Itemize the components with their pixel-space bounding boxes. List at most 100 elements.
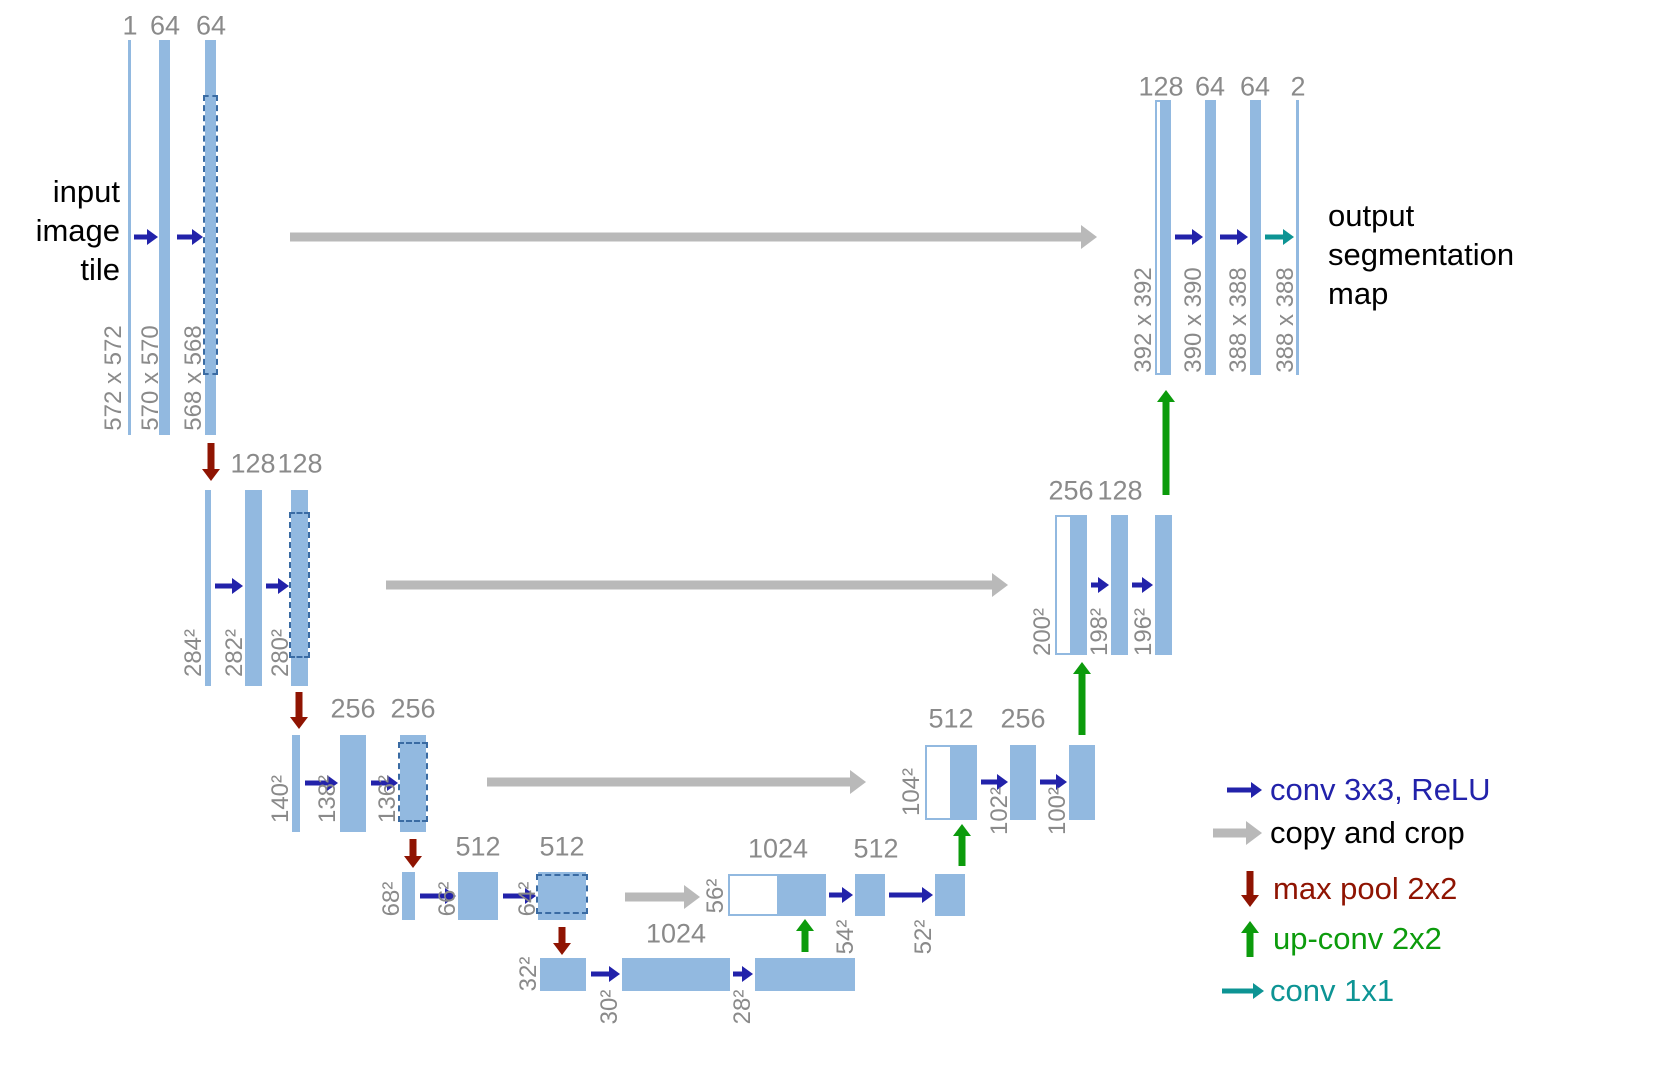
feature-size-label: 56² bbox=[702, 878, 729, 914]
enc1-feature-map-1 bbox=[128, 40, 131, 435]
crop-region-outline bbox=[398, 742, 428, 822]
enc1-feature-map-2 bbox=[159, 40, 170, 435]
pool-arrow bbox=[290, 692, 308, 729]
feature-size-label: 52² bbox=[910, 919, 937, 955]
dec4-feature-map-2 bbox=[855, 874, 885, 916]
dec2-feature-map-2 bbox=[1111, 515, 1128, 655]
crop-region-outline bbox=[536, 874, 588, 914]
channel-count-label: 128 bbox=[1138, 71, 1184, 102]
feature-size-label: 390 x 390 bbox=[1180, 267, 1207, 373]
conv-arrow bbox=[829, 887, 853, 903]
conv-arrow bbox=[134, 229, 158, 245]
conv-arrow bbox=[215, 578, 243, 594]
feature-size-label: 30² bbox=[596, 989, 623, 1025]
upconv-half-fill bbox=[1070, 516, 1086, 654]
enc3-feature-map-2 bbox=[340, 735, 366, 832]
upconv-arrow bbox=[1157, 390, 1175, 495]
channel-count-label: 2 bbox=[1290, 71, 1306, 102]
enc4-feature-map-2 bbox=[458, 872, 498, 920]
channel-count-label: 256 bbox=[1048, 475, 1094, 506]
dec1-feature-map-2 bbox=[1205, 100, 1216, 375]
channel-count-label: 256 bbox=[1000, 703, 1046, 734]
feature-size-label: 54² bbox=[832, 919, 859, 955]
input-image-tile-label: input image tile bbox=[20, 172, 120, 289]
pool-arrow bbox=[553, 927, 571, 955]
enc2-feature-map-3 bbox=[289, 490, 310, 686]
bottleneck-feature-map-2 bbox=[622, 958, 730, 991]
output-map-bar bbox=[1296, 100, 1299, 375]
upconv-half-fill bbox=[1160, 101, 1170, 374]
feature-size-label: 28² bbox=[729, 989, 756, 1025]
copy-arrow bbox=[487, 770, 866, 794]
feature-size-label: 104² bbox=[898, 767, 925, 817]
feature-size-label: 198² bbox=[1086, 607, 1113, 657]
channel-count-label: 128 bbox=[277, 448, 323, 479]
conv-arrow bbox=[733, 966, 753, 982]
pool-arrow bbox=[202, 443, 220, 481]
bottleneck-feature-map-1 bbox=[540, 958, 586, 991]
feature-size-label: 100² bbox=[1044, 786, 1071, 836]
feature-size-label: 282² bbox=[221, 628, 248, 678]
upconv-half-fill bbox=[777, 875, 825, 915]
feature-size-label: 200² bbox=[1029, 607, 1056, 657]
enc4-feature-map-1 bbox=[402, 872, 415, 920]
feature-size-label: 196² bbox=[1130, 607, 1157, 657]
conv-arrow bbox=[1091, 577, 1109, 593]
conv-arrow bbox=[1132, 577, 1153, 593]
feature-size-label: 140² bbox=[267, 774, 294, 824]
conv-arrow bbox=[305, 775, 338, 791]
upconv-arrow bbox=[1241, 921, 1259, 957]
upconv-arrow bbox=[796, 919, 814, 952]
legend-conv3x3-label: conv 3x3, ReLU bbox=[1270, 772, 1491, 807]
dec2-feature-map-3 bbox=[1155, 515, 1172, 655]
conv1x1-arrow bbox=[1265, 229, 1294, 245]
conv-arrow bbox=[1220, 229, 1248, 245]
channel-count-label: 512 bbox=[928, 703, 974, 734]
feature-size-label: 68² bbox=[378, 881, 405, 917]
output-label-line: map bbox=[1328, 276, 1389, 311]
enc3-feature-map-3 bbox=[398, 735, 428, 832]
crop-region-outline bbox=[203, 95, 218, 375]
enc4-feature-map-3 bbox=[536, 872, 588, 920]
upconv-half-fill bbox=[950, 746, 976, 819]
conv-arrow bbox=[1040, 774, 1067, 790]
feature-size-label: 388 x 388 bbox=[1272, 267, 1299, 373]
conv-arrow bbox=[503, 888, 536, 904]
conv-arrow bbox=[177, 229, 203, 245]
enc2-feature-map-2 bbox=[245, 490, 262, 686]
channel-count-label: 128 bbox=[1097, 475, 1143, 506]
dec3-concat-box bbox=[925, 745, 977, 820]
feature-size-label: 32² bbox=[515, 956, 542, 992]
conv-arrow bbox=[266, 578, 289, 594]
conv-arrow bbox=[889, 887, 933, 903]
feature-size-label: 66² bbox=[434, 881, 461, 917]
bottleneck-feature-map-3 bbox=[755, 958, 855, 991]
feature-size-label: 572 x 572 bbox=[100, 325, 127, 431]
upconv-arrow bbox=[953, 824, 971, 866]
channel-count-label: 512 bbox=[853, 833, 899, 864]
enc1-feature-map-3 bbox=[203, 40, 218, 435]
channel-count-label: 256 bbox=[390, 693, 436, 724]
feature-size-label: 280² bbox=[267, 628, 294, 678]
channel-count-label: 64 bbox=[195, 10, 227, 41]
conv-arrow bbox=[1227, 782, 1262, 798]
conv-arrow bbox=[371, 775, 398, 791]
pool-arrow bbox=[1241, 871, 1259, 907]
conv-arrow bbox=[591, 966, 620, 982]
dec1-concat-box bbox=[1155, 100, 1171, 375]
legend-copy-crop-label: copy and crop bbox=[1270, 815, 1465, 850]
copy-arrow bbox=[1213, 821, 1262, 845]
feature-size-label: 568 x 568 bbox=[180, 325, 207, 431]
dec4-feature-map-3 bbox=[935, 874, 965, 916]
legend-upconv-label: up-conv 2x2 bbox=[1273, 921, 1442, 956]
enc3-feature-map-1 bbox=[292, 735, 300, 832]
channel-count-label: 512 bbox=[539, 831, 585, 862]
output-label-line: segmentation bbox=[1328, 237, 1515, 272]
copy-arrow bbox=[625, 885, 700, 909]
feature-size-label: 388 x 388 bbox=[1225, 267, 1252, 373]
feature-size-label: 136² bbox=[374, 774, 401, 824]
feature-size-label: 138² bbox=[314, 774, 341, 824]
dec1-feature-map-3 bbox=[1250, 100, 1261, 375]
